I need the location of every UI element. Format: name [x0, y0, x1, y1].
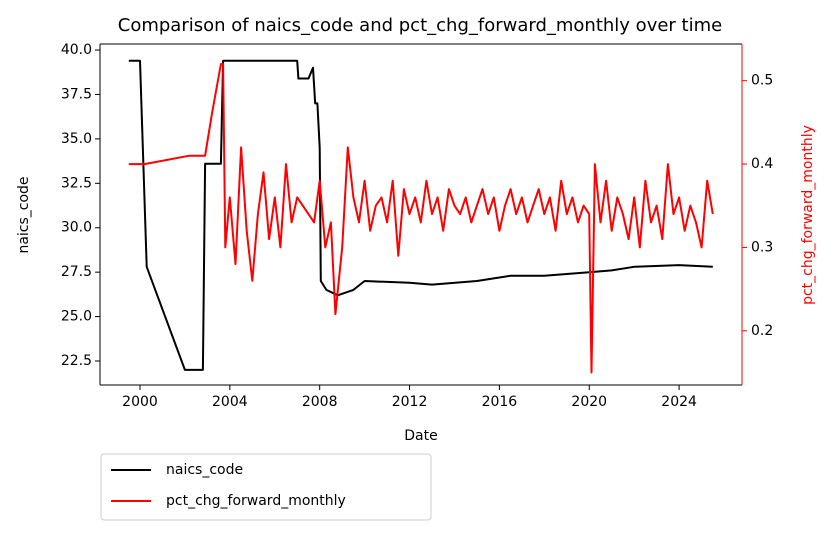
line-series: [128, 63, 714, 374]
x-axis-label: Date: [404, 428, 437, 444]
y-tick-label: 40.0: [61, 42, 92, 58]
legend-label: pct_chg_forward_monthly: [166, 493, 346, 509]
y-tick-label: 22.5: [61, 353, 92, 369]
x-tick-label: 2020: [571, 394, 607, 410]
y-tick-label: 37.5: [61, 86, 92, 102]
y-tick-label: 32.5: [61, 175, 92, 191]
y-tick-label: 35.0: [61, 131, 92, 147]
x-tick-label: 2004: [212, 394, 248, 410]
y-axis-label: naics_code: [16, 176, 32, 253]
legend-label: naics_code: [166, 462, 243, 478]
y2-tick-label: 0.4: [751, 156, 773, 172]
x-tick-label: 2012: [392, 394, 428, 410]
y2-tick-label: 0.3: [751, 239, 773, 255]
y2-axis-label: pct_chg_forward_monthly: [800, 125, 816, 305]
y-tick-label: 30.0: [61, 220, 92, 236]
legend-box: [100, 453, 432, 521]
line-series: [128, 59, 713, 371]
x-tick-label: 2024: [661, 394, 697, 410]
x-tick-label: 2016: [482, 394, 518, 410]
x-tick-label: 2000: [122, 394, 158, 410]
chart-title: Comparison of naics_code and pct_chg_for…: [118, 15, 722, 36]
y2-tick-label: 0.2: [751, 323, 773, 339]
x-tick-label: 2008: [302, 394, 338, 410]
y-tick-label: 25.0: [61, 309, 92, 325]
y2-tick-label: 0.5: [751, 73, 773, 89]
y-tick-label: 27.5: [61, 264, 92, 280]
